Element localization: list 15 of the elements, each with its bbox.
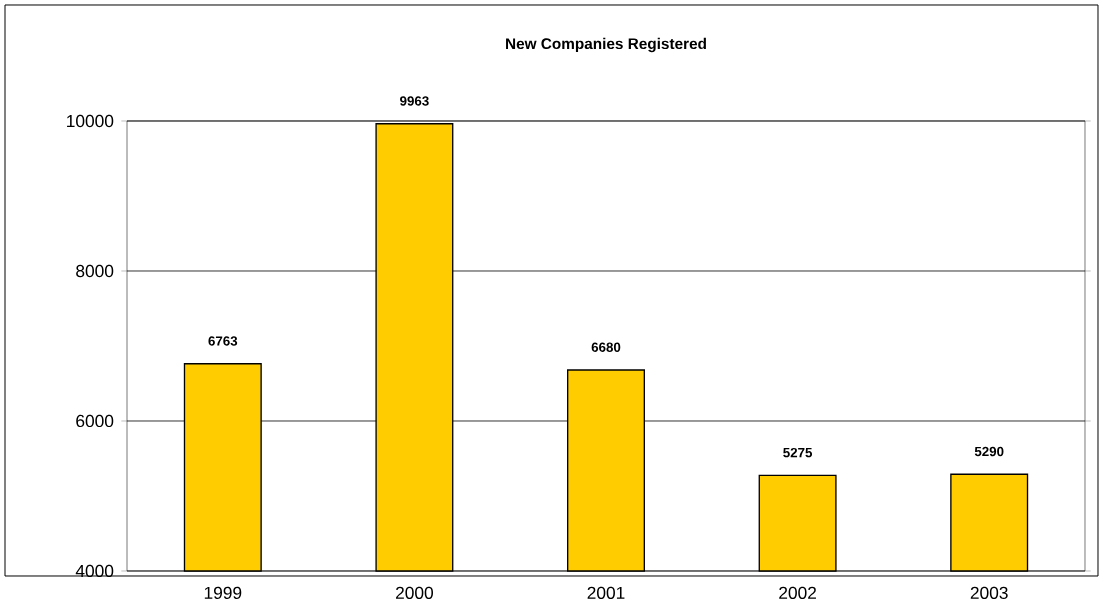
y-tick-label: 4000: [75, 564, 114, 577]
data-label: 9963: [400, 96, 429, 106]
data-label: 5290: [974, 446, 1004, 456]
data-label: 6763: [208, 336, 238, 346]
y-tick-label: 8000: [76, 264, 114, 277]
x-tick-label: 2001: [587, 586, 625, 599]
y-tick-label: 6000: [76, 414, 114, 427]
y-tick-label: 10000: [67, 114, 114, 127]
data-label: 6680: [591, 342, 621, 352]
data-label: 5275: [783, 447, 813, 458]
x-tick-label: 2000: [396, 586, 434, 599]
x-tick-label: 2003: [970, 586, 1008, 599]
x-tick-label: 2002: [779, 586, 816, 599]
chart-title: New Companies Registered: [506, 37, 706, 52]
x-tick-label: 1999: [204, 586, 242, 599]
